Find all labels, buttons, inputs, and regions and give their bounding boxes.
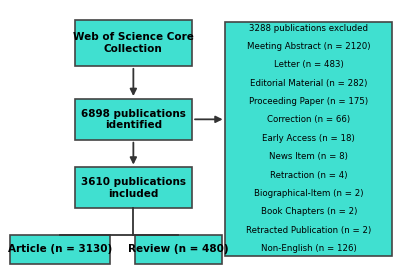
FancyBboxPatch shape: [135, 235, 222, 264]
FancyBboxPatch shape: [74, 99, 192, 140]
FancyBboxPatch shape: [226, 22, 392, 256]
Text: Meeting Abstract (n = 2120): Meeting Abstract (n = 2120): [247, 42, 370, 51]
FancyBboxPatch shape: [10, 235, 110, 264]
Text: Article (n = 3130): Article (n = 3130): [8, 244, 112, 254]
Text: Book Chapters (n = 2): Book Chapters (n = 2): [260, 207, 357, 216]
Text: Review (n = 480): Review (n = 480): [128, 244, 229, 254]
Text: Proceeding Paper (n = 175): Proceeding Paper (n = 175): [249, 97, 368, 106]
Text: Biographical-Item (n = 2): Biographical-Item (n = 2): [254, 189, 364, 198]
Text: Retracted Publication (n = 2): Retracted Publication (n = 2): [246, 225, 372, 235]
Text: Correction (n = 66): Correction (n = 66): [267, 115, 350, 125]
Text: 3288 publications excluded: 3288 publications excluded: [249, 24, 368, 33]
Text: News Item (n = 8): News Item (n = 8): [269, 152, 348, 161]
FancyBboxPatch shape: [74, 20, 192, 66]
Text: Early Access (n = 18): Early Access (n = 18): [262, 134, 355, 143]
Text: Editorial Material (n = 282): Editorial Material (n = 282): [250, 79, 368, 88]
FancyBboxPatch shape: [74, 167, 192, 208]
Text: 3610 publications
included: 3610 publications included: [81, 177, 186, 199]
Text: Web of Science Core
Collection: Web of Science Core Collection: [73, 32, 194, 54]
Text: 6898 publications
identified: 6898 publications identified: [81, 109, 186, 130]
Text: Non-English (n = 126): Non-English (n = 126): [261, 244, 357, 253]
Text: Retraction (n = 4): Retraction (n = 4): [270, 171, 348, 179]
Text: Letter (n = 483): Letter (n = 483): [274, 61, 344, 69]
